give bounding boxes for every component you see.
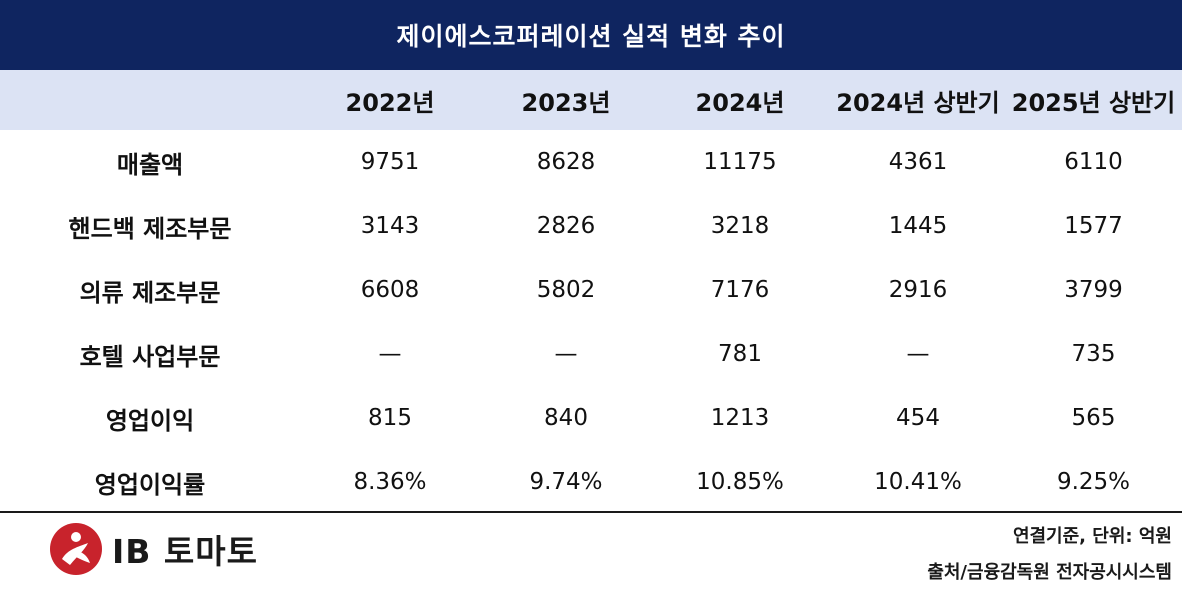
row-label: 호텔 사업부문 [79,342,221,371]
column-header-2023: 2023년 [521,88,611,117]
table-cell: 781 [718,341,762,367]
footer-divider [0,511,1182,513]
table-cell: 3218 [710,213,770,239]
row-label: 의류 제조부문 [79,278,221,307]
source-note: 출처/금융감독원 전자공시시스템 [927,562,1172,583]
table-cell: — [378,341,402,367]
table-cell: 735 [1071,341,1116,367]
table-cell: 9.25% [1056,469,1131,495]
table-cell: 840 [544,405,588,431]
table-cell: 3799 [1064,277,1123,303]
brand-logo: IB 토마토 [48,520,258,578]
column-header-2022: 2022년 [345,88,435,117]
table-cell: 8.36% [353,469,427,495]
table-cell: 8628 [536,149,596,175]
row-label: 영업이익 [105,406,195,435]
table-cell: 4361 [888,149,948,175]
column-header-row: 2022년 2023년 2024년 2024년 상반기 2025년 상반기 [0,70,1182,130]
table-cell: — [906,341,930,367]
table-cell: 454 [896,405,940,431]
table-cell: 565 [1071,405,1116,431]
table-cell: 6608 [360,277,420,303]
row-label: 핸드백 제조부문 [68,214,232,243]
table-cell: 7176 [710,277,770,303]
table-cell: 9751 [360,149,420,175]
table-cell: 10.41% [874,469,962,495]
table-cell: — [554,341,578,367]
column-header-2024: 2024년 [695,88,785,117]
table-cell: 815 [368,405,412,431]
table-cell: 1445 [888,213,948,239]
table-cell: 2916 [888,277,948,303]
table-cell: 6110 [1064,149,1123,175]
table-row: 핸드백 제조부문 3143 2826 3218 1445 1577 [0,194,1182,258]
column-header-2024-h1: 2024년 상반기 [836,88,1000,117]
table-cell: 1213 [710,405,770,431]
table-cell: 9.74% [529,469,603,495]
table-row: 매출액 9751 8628 11175 4361 6110 [0,130,1182,194]
row-label: 영업이익률 [94,470,206,499]
table-cell: 3143 [360,213,420,239]
table-title: 제이에스코퍼레이션 실적 변화 추이 [0,0,1182,70]
table-row: 의류 제조부문 6608 5802 7176 2916 3799 [0,258,1182,322]
column-header-2025-h1: 2025년 상반기 [1011,88,1176,117]
ib-tomato-logo-icon [50,523,102,575]
table-row: 호텔 사업부문 — — 781 — 735 [0,322,1182,386]
table-cell: 11175 [703,149,777,175]
table-row: 영업이익 815 840 1213 454 565 [0,386,1182,450]
unit-note: 연결기준, 단위: 억원 [1012,526,1172,547]
table-cell: 10.85% [696,469,784,495]
table-row: 영업이익률 8.36% 9.74% 10.85% 10.41% 9.25% [0,450,1182,514]
logo-wordmark: IB 토마토 [112,532,258,571]
table-cell: 1577 [1064,213,1123,239]
table-cell: 2826 [536,213,596,239]
row-label: 매출액 [116,150,184,179]
table-title-text: 제이에스코퍼레이션 실적 변화 추이 [396,22,786,51]
column-header-empty [0,70,300,130]
table-cell: 5802 [536,277,596,303]
